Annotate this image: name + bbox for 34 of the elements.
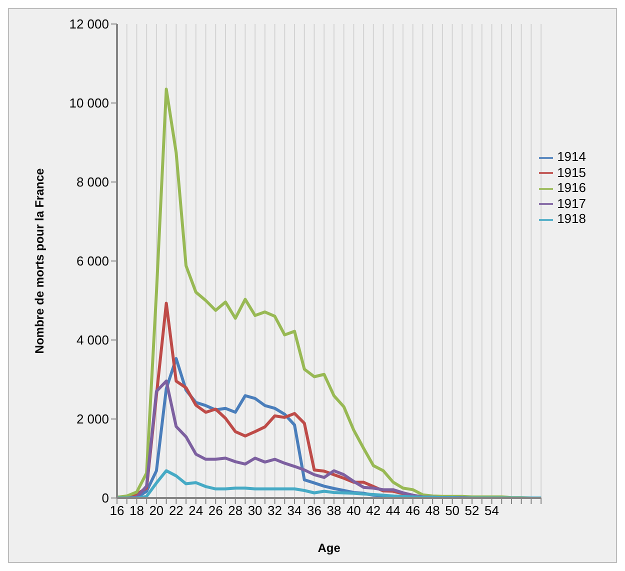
y-tick-label: 0 [102, 490, 109, 506]
legend-label: 1918 [557, 211, 586, 226]
x-tick-label: 20 [149, 503, 164, 518]
x-tick-label: 38 [326, 503, 342, 518]
x-tick-label: 48 [425, 503, 440, 518]
x-tick-label: 26 [208, 503, 223, 518]
legend-label: 1914 [557, 149, 586, 164]
x-axis-title: Age [318, 541, 341, 555]
x-tick-label: 22 [168, 503, 184, 518]
y-axis-title: Nombre de morts pour la France [32, 168, 46, 354]
legend-label: 1915 [557, 164, 586, 180]
x-tick-label: 44 [386, 503, 400, 518]
x-tick-label: 34 [287, 503, 302, 518]
y-tick-label: 8 000 [76, 174, 109, 190]
x-tick-label: 18 [129, 503, 144, 518]
legend-label: 1917 [557, 196, 586, 211]
x-tick-label: 32 [268, 503, 282, 518]
y-tick-label: 12 000 [69, 16, 109, 32]
x-tick-label: 54 [484, 503, 499, 518]
x-tick-label: 30 [248, 503, 262, 518]
x-tick-label: 16 [110, 503, 124, 518]
x-tick-label: 36 [307, 503, 322, 518]
y-tick-label: 2 000 [76, 412, 109, 427]
y-tick-label: 4 000 [76, 332, 109, 348]
legend-label: 1916 [557, 180, 586, 196]
y-tick-label: 10 000 [69, 96, 109, 111]
x-tick-label: 46 [406, 503, 420, 518]
x-tick-label: 52 [464, 503, 480, 518]
x-tick-label: 40 [346, 503, 361, 518]
y-tick-label: 6 000 [76, 254, 109, 269]
x-tick-label: 28 [228, 503, 243, 518]
x-tick-label: 50 [445, 503, 460, 518]
x-tick-label: 24 [188, 503, 204, 518]
x-tick-label: 42 [366, 503, 381, 518]
